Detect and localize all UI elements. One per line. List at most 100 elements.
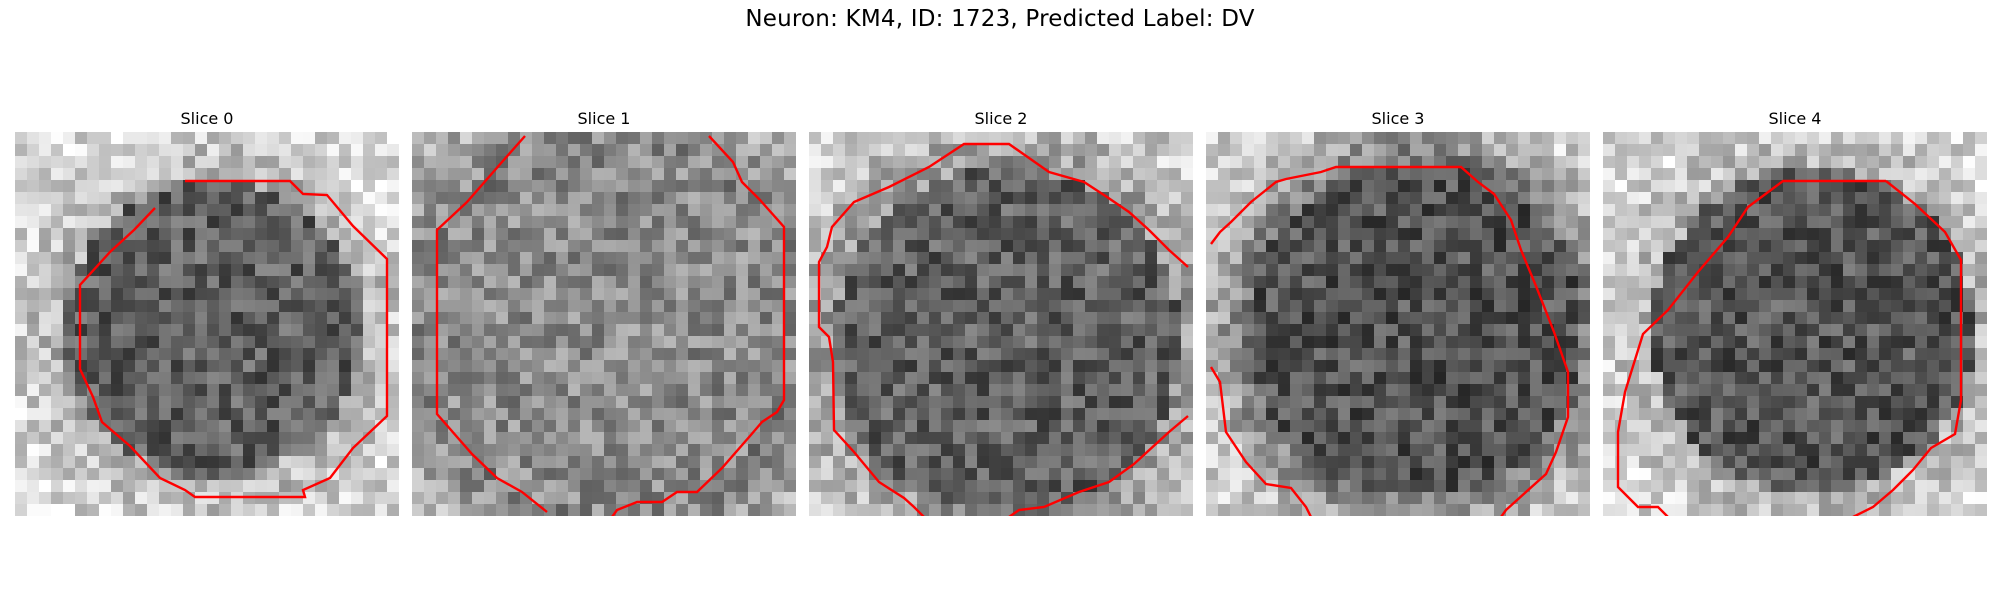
pixel-cell: [1049, 432, 1061, 444]
pixel-cell: [412, 288, 424, 300]
pixel-cell: [291, 360, 303, 372]
pixel-cell: [845, 384, 857, 396]
pixel-cell: [556, 312, 568, 324]
pixel-cell: [1230, 420, 1242, 432]
pixel-cell: [1675, 360, 1687, 372]
pixel-cell: [784, 360, 796, 372]
pixel-cell: [1350, 276, 1362, 288]
pixel-cell: [1025, 324, 1037, 336]
pixel-cell: [1025, 396, 1037, 408]
pixel-cell: [351, 132, 363, 144]
pixel-cell: [1446, 240, 1458, 252]
pixel-cell: [1133, 456, 1145, 468]
pixel-cell: [424, 384, 436, 396]
pixel-cell: [412, 312, 424, 324]
pixel-cell: [315, 240, 327, 252]
pixel-cell: [1133, 324, 1145, 336]
pixel-cell: [1097, 420, 1109, 432]
pixel-cell: [1242, 372, 1254, 384]
pixel-cell: [1494, 144, 1506, 156]
pixel-cell: [1446, 456, 1458, 468]
pixel-cell: [1398, 456, 1410, 468]
pixel-cell: [1963, 300, 1975, 312]
pixel-cell: [616, 180, 628, 192]
pixel-cell: [1350, 444, 1362, 456]
pixel-cell: [544, 324, 556, 336]
pixel-cell: [207, 372, 219, 384]
pixel-cell: [363, 132, 375, 144]
pixel-cell: [1482, 468, 1494, 480]
pixel-cell: [1759, 372, 1771, 384]
pixel-cell: [977, 144, 989, 156]
pixel-cell: [291, 468, 303, 480]
pixel-cell: [688, 504, 700, 516]
pixel-cell: [1687, 204, 1699, 216]
pixel-cell: [1903, 324, 1915, 336]
pixel-cell: [1242, 432, 1254, 444]
pixel-cell: [1783, 132, 1795, 144]
pixel-cell: [688, 468, 700, 480]
pixel-cell: [628, 300, 640, 312]
pixel-cell: [1314, 288, 1326, 300]
pixel-cell: [1410, 204, 1422, 216]
pixel-cell: [568, 252, 580, 264]
pixel-cell: [484, 396, 496, 408]
pixel-cell: [652, 276, 664, 288]
pixel-cell: [508, 348, 520, 360]
pixel-cell: [784, 228, 796, 240]
pixel-cell: [1374, 372, 1386, 384]
pixel-cell: [869, 504, 881, 516]
pixel-cell: [1001, 132, 1013, 144]
pixel-cell: [424, 204, 436, 216]
pixel-cell: [1302, 252, 1314, 264]
pixel-cell: [1675, 144, 1687, 156]
pixel-cell: [27, 372, 39, 384]
pixel-cell: [857, 384, 869, 396]
pixel-cell: [375, 372, 387, 384]
pixel-cell: [1771, 444, 1783, 456]
pixel-cell: [460, 312, 472, 324]
pixel-cell: [1795, 336, 1807, 348]
pixel-cell: [1434, 468, 1446, 480]
pixel-cell: [857, 144, 869, 156]
pixel-cell: [159, 180, 171, 192]
pixel-cell: [772, 252, 784, 264]
pixel-cell: [688, 216, 700, 228]
pixel-cell: [63, 264, 75, 276]
pixel-cell: [1566, 252, 1578, 264]
pixel-cell: [1073, 204, 1085, 216]
pixel-cell: [1410, 192, 1422, 204]
pixel-cell: [1458, 468, 1470, 480]
pixel-cell: [1891, 312, 1903, 324]
pixel-cell: [1410, 396, 1422, 408]
pixel-cell: [1566, 324, 1578, 336]
pixel-cell: [1975, 156, 1987, 168]
pixel-cell: [267, 288, 279, 300]
pixel-cell: [1025, 456, 1037, 468]
pixel-cell: [1145, 300, 1157, 312]
pixel-cell: [941, 456, 953, 468]
pixel-cell: [784, 444, 796, 456]
pixel-cell: [1133, 336, 1145, 348]
pixel-cell: [604, 348, 616, 360]
pixel-cell: [845, 180, 857, 192]
pixel-cell: [1699, 384, 1711, 396]
pixel-cell: [351, 216, 363, 228]
pixel-cell: [544, 216, 556, 228]
pixel-cell: [809, 144, 821, 156]
pixel-cell: [27, 216, 39, 228]
pixel-cell: [1855, 252, 1867, 264]
pixel-cell: [159, 132, 171, 144]
pixel-cell: [1723, 432, 1735, 444]
pixel-cell: [1013, 192, 1025, 204]
pixel-cell: [1855, 168, 1867, 180]
pixel-cell: [953, 348, 965, 360]
pixel-cell: [1675, 168, 1687, 180]
pixel-cell: [592, 360, 604, 372]
pixel-cell: [1530, 180, 1542, 192]
pixel-cell: [1783, 420, 1795, 432]
pixel-cell: [1903, 348, 1915, 360]
pixel-cell: [809, 252, 821, 264]
pixel-cell: [1891, 444, 1903, 456]
pixel-cell: [1350, 168, 1362, 180]
